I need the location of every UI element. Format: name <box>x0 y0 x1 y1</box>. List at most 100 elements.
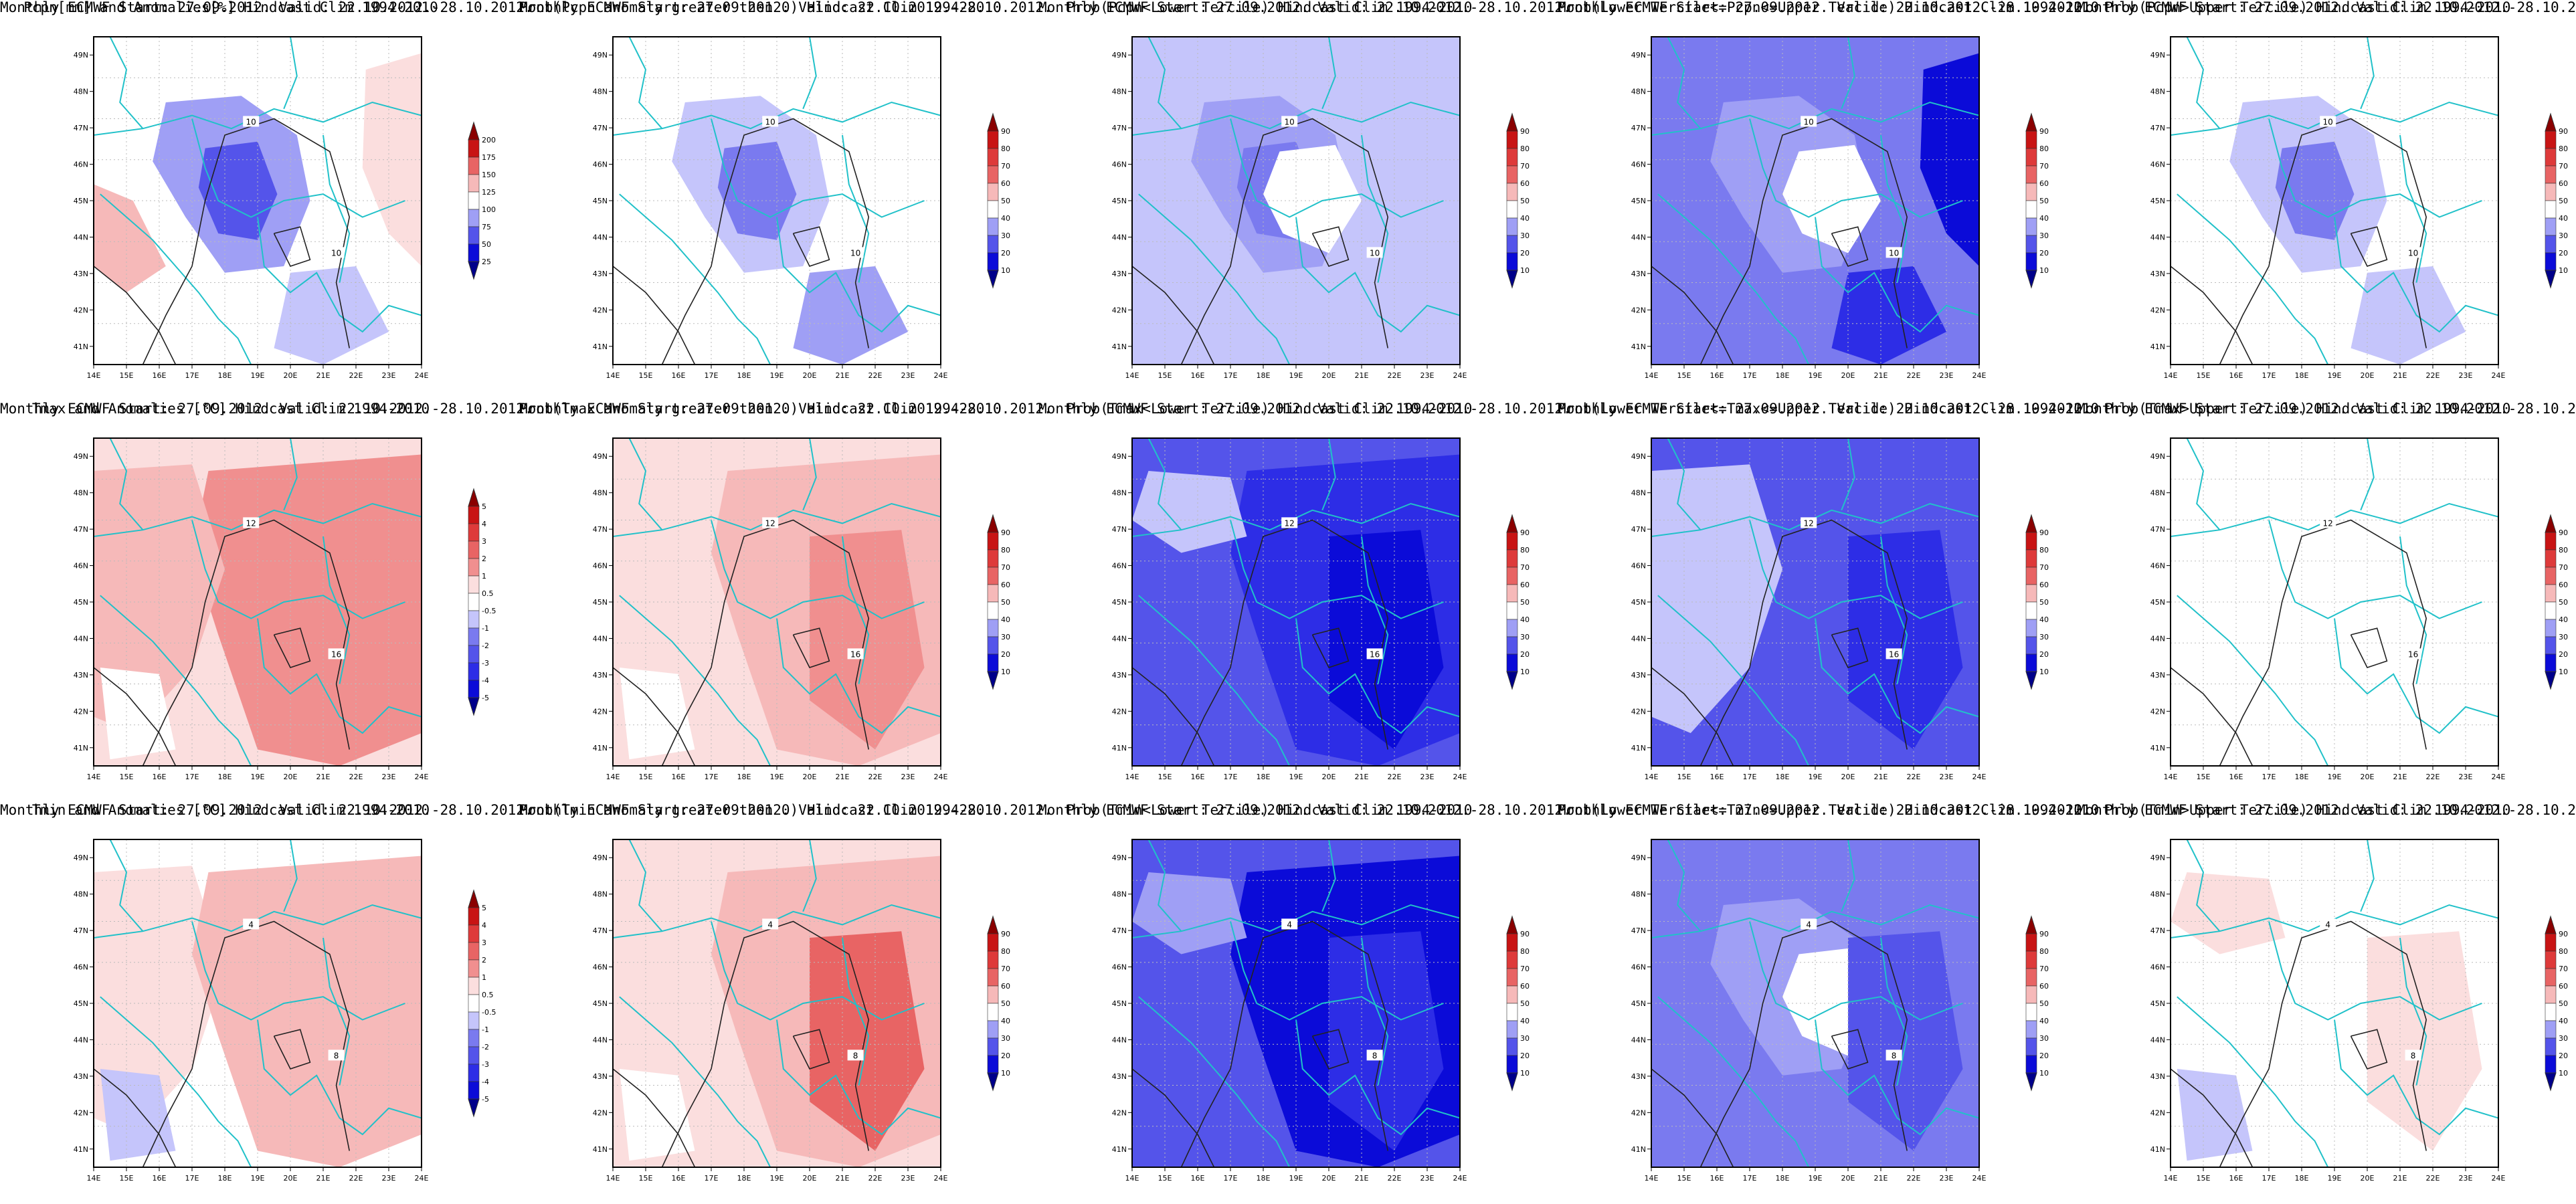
climatology-contour <box>94 266 177 365</box>
color-bar-level: 40 <box>2559 214 2568 223</box>
color-bar-level: 10 <box>2559 266 2568 275</box>
lon-tick-label: 15E <box>2197 773 2211 781</box>
coastline-border <box>109 438 144 530</box>
color-bar-level: 20 <box>2559 1051 2568 1060</box>
lat-tick-label: 48N <box>2150 890 2165 899</box>
coastline-border <box>711 921 925 1021</box>
contour-label: 16 <box>1370 649 1380 659</box>
map-panel-r3c2: Monthly ECMWF Start: 27.09.2012. Valid: … <box>519 803 1052 1204</box>
coastline-border <box>323 536 351 684</box>
lon-tick-label: 15E <box>1158 371 1172 380</box>
coastline-border <box>2360 37 2375 110</box>
coastline-border <box>776 217 941 333</box>
coastline-border <box>1880 937 1908 1086</box>
lon-tick-label: 19E <box>1809 1174 1823 1183</box>
color-bar-level: 80 <box>1001 144 1010 153</box>
lat-tick-label: 44N <box>593 634 608 643</box>
map-panel-r3c5: Monthly ECMWF Start: 27.09.2012. Valid: … <box>2077 803 2576 1204</box>
map-area: 10 10 <box>613 37 941 365</box>
map-panel-r3c1: Monthly ECMWF Start: 27.09.2012. Valid: … <box>0 802 533 1204</box>
lon-tick-label: 19E <box>251 773 265 781</box>
color-bar-level: 60 <box>2559 982 2568 991</box>
lon-tick-label: 16E <box>1191 1174 1205 1183</box>
lon-tick-label: 14E <box>87 371 101 380</box>
lat-tick-label: 43N <box>74 270 88 278</box>
panel-title-line1: Monthly ECMWF Start: 27.09.2012. Valid: … <box>519 401 1052 417</box>
coastline-border <box>1815 1019 1979 1136</box>
coastline-border <box>2334 1019 2498 1136</box>
coastline-border <box>2334 217 2498 333</box>
color-bar-level: 20 <box>1001 1051 1010 1060</box>
lat-tick-label: 47N <box>1112 525 1127 534</box>
lat-tick-label: 44N <box>2150 634 2165 643</box>
lat-tick-label: 48N <box>593 890 608 899</box>
lat-tick-label: 49N <box>1112 854 1127 862</box>
contour-label: 16 <box>1889 649 1899 659</box>
panel-title-line2: Tmin and Anomalies [°C] Hindcast Clim 19… <box>31 802 430 818</box>
lon-tick-label: 24E <box>934 371 948 380</box>
lon-tick-label: 22E <box>2426 773 2440 781</box>
lat-tick-label: 44N <box>74 233 88 241</box>
coastline-border <box>619 996 771 1167</box>
lon-tick-label: 22E <box>868 1174 883 1183</box>
coastline-border <box>2360 839 2375 912</box>
coastline-border <box>842 134 870 283</box>
lon-tick-label: 17E <box>185 773 199 781</box>
coastline-border <box>802 438 817 511</box>
color-bar-level: 175 <box>482 153 496 162</box>
coastline-border <box>2177 996 2329 1167</box>
lon-tick-label: 20E <box>803 1174 817 1183</box>
lon-tick-label: 21E <box>1874 1174 1888 1183</box>
lon-tick-label: 16E <box>1710 773 1724 781</box>
color-bar-level: -2 <box>482 1043 489 1051</box>
lat-tick-label: 43N <box>1112 671 1127 680</box>
panel-title-line2: Prob(Tmin>Upper Tercile) Hindcast Clim 1… <box>2104 802 2511 818</box>
coastline-border <box>1880 536 1908 684</box>
lon-tick-label: 17E <box>1224 371 1238 380</box>
climatology-contour <box>2171 1068 2253 1167</box>
color-bar-level: 90 <box>2039 528 2049 537</box>
lat-tick-label: 49N <box>593 452 608 461</box>
lon-tick-label: 24E <box>1972 1174 1987 1183</box>
lon-tick-label: 23E <box>2459 371 2473 380</box>
map-svg: 10 10 14E 15E 16E 17E 18E 19E 20E 21E 22E 23E 24E 49N… <box>1112 36 1530 380</box>
map-area: 10 10 <box>1651 37 1979 365</box>
panel-title-line1: Monthly ECMWF Start: 27.09.2012. Valid: … <box>519 0 1052 15</box>
coastline-border <box>2186 438 2221 530</box>
lon-tick-label: 17E <box>1743 1174 1757 1183</box>
lon-tick-label: 24E <box>1453 1174 1467 1183</box>
map-area: 48 <box>1651 839 1979 1167</box>
color-bar-level: 30 <box>2039 633 2049 641</box>
lat-tick-label: 47N <box>74 525 88 534</box>
lon-tick-label: 16E <box>153 1174 167 1183</box>
color-bar-level: 80 <box>1001 947 1010 956</box>
lat-tick-label: 49N <box>593 51 608 60</box>
lon-tick-label: 18E <box>2295 371 2309 380</box>
color-bar-level: -0.5 <box>482 607 496 615</box>
map-area: 12 16 <box>613 438 941 766</box>
coastline-border <box>2334 618 2498 734</box>
lat-tick-label: 45N <box>74 197 88 205</box>
color-bar-level: 20 <box>2039 650 2049 659</box>
coastline-border <box>2186 839 2221 932</box>
lon-tick-label: 14E <box>2164 371 2178 380</box>
lon-tick-label: 19E <box>770 773 784 781</box>
color-bar: 90 80 70 60 50 40 30 20 10 <box>1506 915 1530 1092</box>
lon-tick-label: 19E <box>1809 773 1823 781</box>
lon-tick-label: 16E <box>1191 371 1205 380</box>
coastline-border <box>628 37 663 129</box>
lat-tick-label: 42N <box>1631 1108 1646 1117</box>
lat-tick-label: 42N <box>74 306 88 314</box>
lat-tick-label: 41N <box>593 342 608 351</box>
color-bar-level: 20 <box>1001 249 1010 258</box>
climatology-contour <box>1311 226 1350 267</box>
lat-tick-label: 45N <box>2150 999 2165 1008</box>
lon-tick-label: 21E <box>1355 1174 1369 1183</box>
color-bar-level: 90 <box>1520 930 1530 938</box>
lon-tick-label: 14E <box>1645 371 1659 380</box>
panel-title-line1: Monthly ECMWF Start: 27.09.2012. Valid: … <box>1038 0 1572 15</box>
lon-tick-label: 19E <box>1289 1174 1303 1183</box>
panel-title-line1: Monthly ECMWF Start: 27.09.2012. Valid: … <box>0 802 533 818</box>
lat-tick-label: 42N <box>1112 306 1127 314</box>
